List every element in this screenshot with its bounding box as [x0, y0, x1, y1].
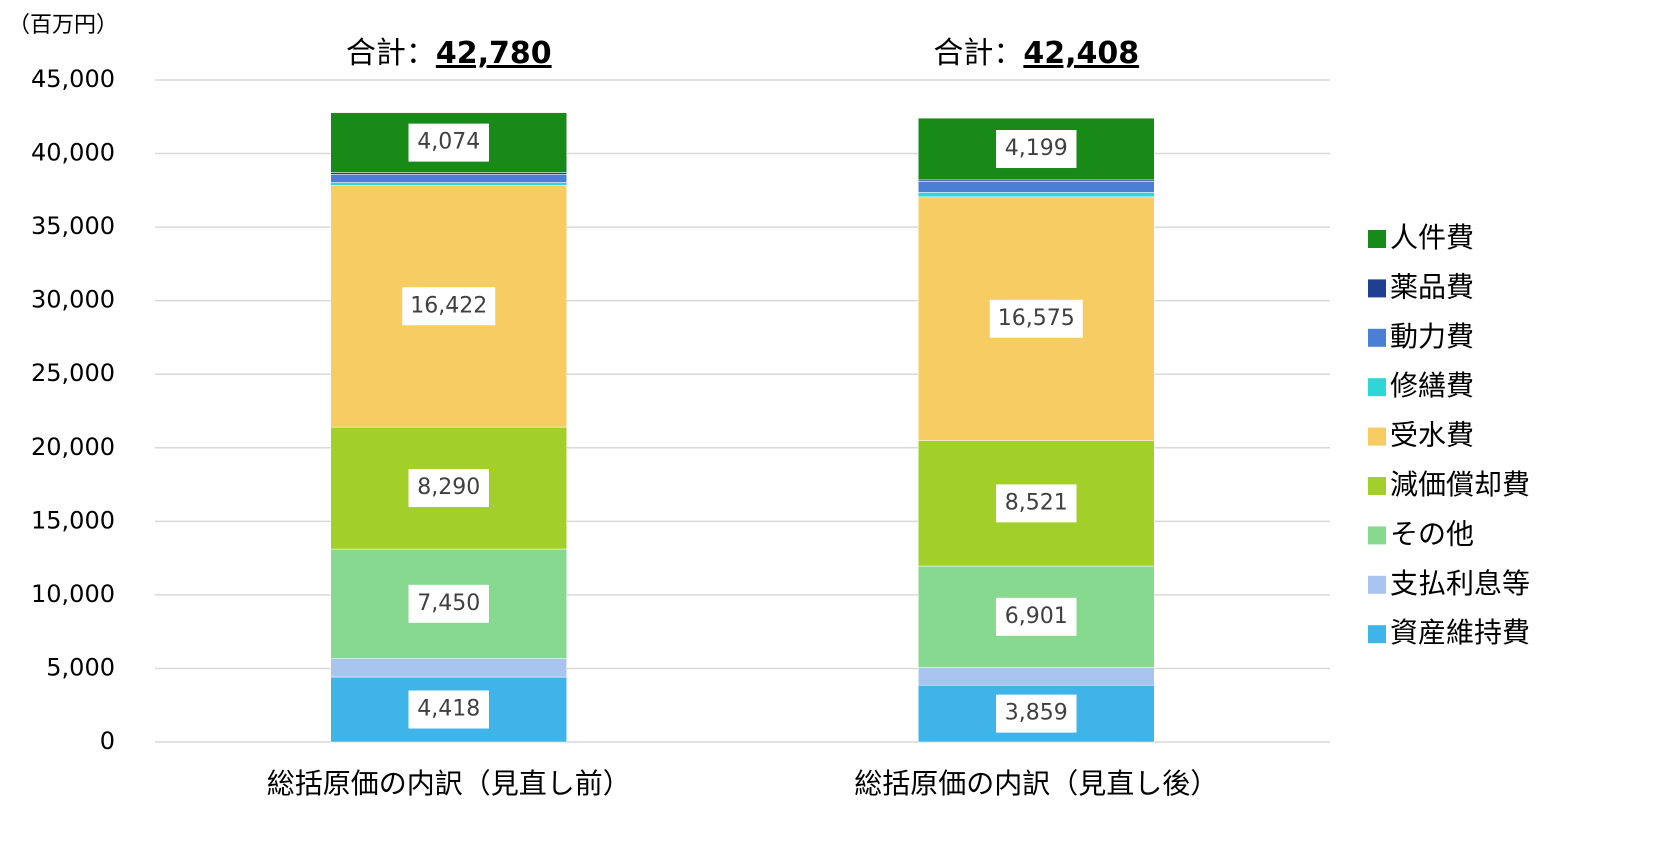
data-label-box — [408, 123, 489, 162]
unit-label: （百万円） — [8, 13, 118, 38]
total-label: 合計：42,780 — [346, 36, 552, 71]
x-tick-label: 総括原価の内訳（見直し前） — [267, 767, 631, 800]
legend-label: 修繕費 — [1390, 369, 1474, 402]
y-tick-label: 10,000 — [31, 580, 115, 608]
legend-swatch — [1368, 328, 1386, 347]
legend-label: 動力費 — [1390, 320, 1474, 353]
legend-label: 支払利息等 — [1390, 567, 1530, 600]
total-value: 42,780 — [436, 36, 552, 71]
data-label-box — [996, 484, 1077, 523]
legend-label: 資産維持費 — [1390, 616, 1530, 649]
bar-segment — [330, 658, 567, 678]
y-tick-label: 35,000 — [31, 212, 115, 240]
y-tick-label: 5,000 — [46, 653, 115, 681]
data-label: 3,859 — [1005, 701, 1068, 726]
total-label: 合計：42,408 — [933, 36, 1139, 71]
y-tick-label: 15,000 — [31, 506, 115, 534]
data-label: 16,422 — [410, 293, 487, 318]
y-tick-label: 30,000 — [31, 286, 115, 314]
legend-label: その他 — [1390, 517, 1474, 550]
bar-segment — [918, 667, 1155, 686]
data-label: 4,418 — [417, 697, 480, 722]
legend-label: 薬品費 — [1390, 270, 1474, 303]
data-label: 8,290 — [417, 475, 480, 500]
data-label: 4,199 — [1005, 136, 1068, 161]
bar-segment — [918, 192, 1155, 198]
data-label-box — [996, 597, 1077, 636]
legend-swatch — [1368, 378, 1386, 397]
legend-swatch — [1368, 427, 1386, 446]
y-tick-label: 45,000 — [31, 65, 115, 93]
total-prefix: 合計： — [933, 36, 1023, 71]
y-tick-label: 20,000 — [31, 433, 115, 461]
legend-swatch — [1368, 279, 1386, 298]
legend-swatch — [1368, 230, 1386, 248]
data-label-box — [408, 690, 489, 729]
data-label: 6,901 — [1005, 604, 1068, 629]
bar-segment — [918, 181, 1155, 193]
data-label-box — [408, 584, 489, 623]
total-value: 42,408 — [1023, 36, 1139, 71]
y-tick-label: 40,000 — [31, 139, 115, 167]
data-label: 7,450 — [417, 591, 480, 616]
data-label-box — [989, 299, 1083, 338]
x-tick-label: 総括原価の内訳（見直し後） — [854, 767, 1218, 800]
y-tick-label: 25,000 — [31, 359, 115, 387]
total-prefix: 合計： — [346, 36, 436, 71]
y-tick-label: 0 — [100, 727, 115, 755]
legend-swatch — [1368, 625, 1386, 644]
data-label-box — [402, 287, 496, 326]
bar-segment — [330, 182, 567, 186]
legend-swatch — [1368, 526, 1386, 545]
legend-swatch — [1368, 477, 1386, 495]
data-label: 16,575 — [998, 306, 1075, 331]
data-label: 4,074 — [417, 130, 480, 155]
data-label-box — [408, 469, 489, 508]
data-label-box — [996, 130, 1077, 169]
legend-swatch — [1368, 575, 1386, 594]
data-label-box — [996, 694, 1077, 733]
legend-label: 減価償却費 — [1390, 468, 1530, 501]
legend-label: 人件費 — [1390, 221, 1474, 254]
data-label: 8,521 — [1005, 490, 1068, 515]
bar-segment — [330, 174, 567, 183]
legend-label: 受水費 — [1390, 419, 1474, 452]
bar-segment — [330, 172, 567, 175]
